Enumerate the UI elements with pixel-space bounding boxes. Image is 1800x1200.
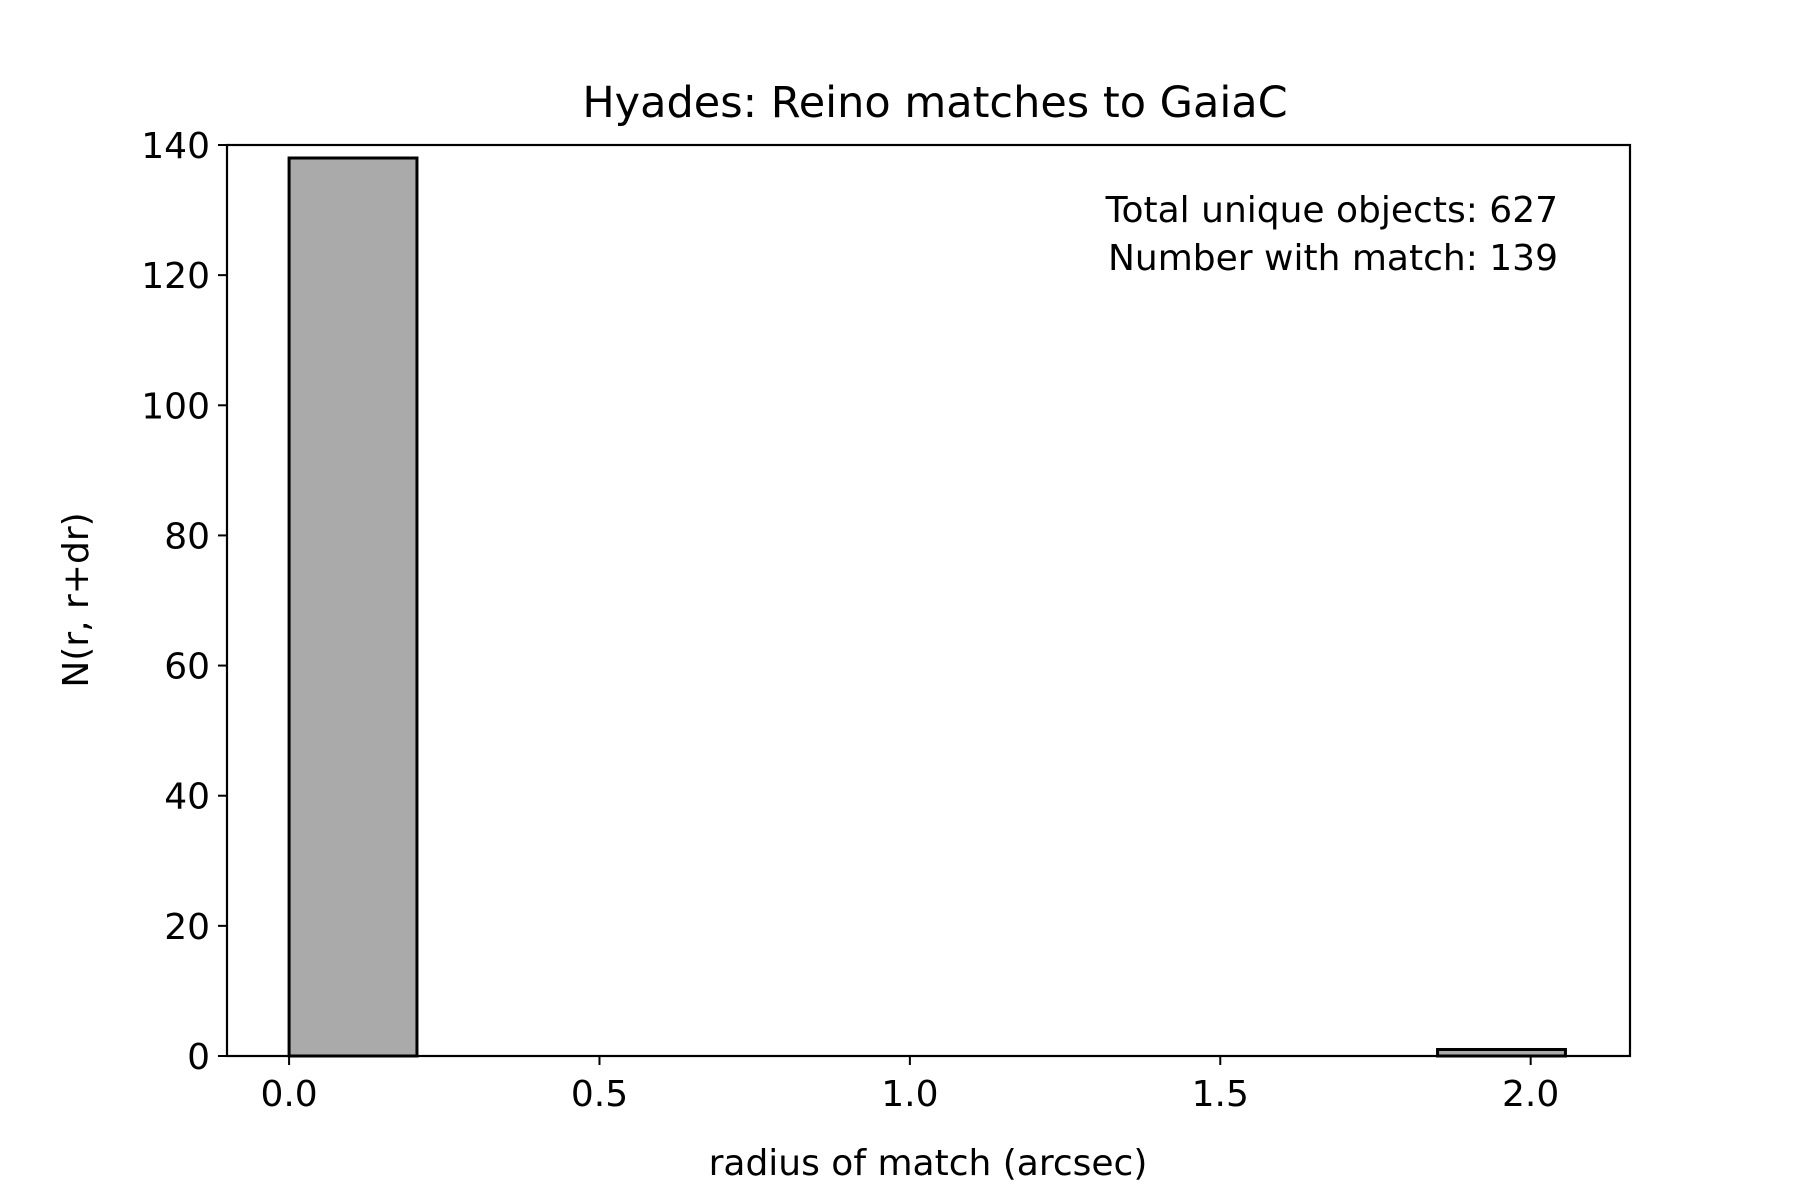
y-tick-label: 140 [141,126,210,167]
y-tick-label: 40 [164,777,210,818]
x-axis-label: radius of match (arcsec) [709,1143,1148,1184]
y-tick-label: 20 [164,907,210,948]
annotation-number-matched: Number with match: 139 [1108,238,1558,279]
x-tick-label: 0.5 [571,1074,628,1115]
y-axis-ticks: 0 20 40 60 80 100 120 140 [141,126,227,1078]
bars-group [287,156,1567,1058]
x-tick-label: 1.5 [1192,1074,1249,1115]
y-tick-label: 100 [141,386,210,427]
y-tick-label: 120 [141,256,210,297]
histogram-bar [287,156,419,1058]
x-axis-ticks: 0.0 0.5 1.0 1.5 2.0 [260,1056,1559,1115]
x-tick-label: 2.0 [1502,1074,1559,1115]
y-tick-label: 80 [164,516,210,557]
annotation-total-objects: Total unique objects: 627 [1105,190,1558,231]
x-tick-label: 0.0 [260,1074,317,1115]
plot-frame [225,143,1632,1058]
y-tick-label: 0 [187,1037,210,1078]
chart-title: Hyades: Reino matches to GaiaC [582,78,1287,128]
y-tick-label: 60 [164,647,210,688]
x-tick-label: 1.0 [881,1074,938,1115]
y-axis-label: N(r, r+dr) [56,512,97,687]
